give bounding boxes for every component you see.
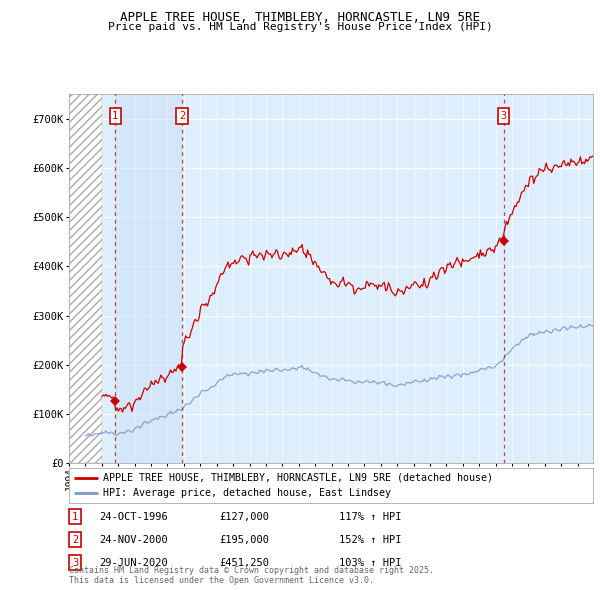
Text: 24-NOV-2000: 24-NOV-2000 — [99, 535, 168, 545]
Text: Price paid vs. HM Land Registry's House Price Index (HPI): Price paid vs. HM Land Registry's House … — [107, 22, 493, 32]
Text: 1: 1 — [112, 111, 118, 121]
Text: 152% ↑ HPI: 152% ↑ HPI — [339, 535, 401, 545]
Text: 103% ↑ HPI: 103% ↑ HPI — [339, 558, 401, 568]
Text: £195,000: £195,000 — [219, 535, 269, 545]
Bar — [115, 94, 182, 463]
Text: £451,250: £451,250 — [219, 558, 269, 568]
Text: 117% ↑ HPI: 117% ↑ HPI — [339, 512, 401, 522]
Text: 2: 2 — [72, 535, 78, 545]
Text: 2: 2 — [179, 111, 185, 121]
Text: Contains HM Land Registry data © Crown copyright and database right 2025.
This d: Contains HM Land Registry data © Crown c… — [69, 566, 434, 585]
Text: 29-JUN-2020: 29-JUN-2020 — [99, 558, 168, 568]
Text: 3: 3 — [72, 558, 78, 568]
Bar — [69, 94, 102, 463]
Text: 1: 1 — [72, 512, 78, 522]
Text: APPLE TREE HOUSE, THIMBLEBY, HORNCASTLE, LN9 5RE: APPLE TREE HOUSE, THIMBLEBY, HORNCASTLE,… — [120, 11, 480, 24]
Text: 24-OCT-1996: 24-OCT-1996 — [99, 512, 168, 522]
Text: £127,000: £127,000 — [219, 512, 269, 522]
Text: APPLE TREE HOUSE, THIMBLEBY, HORNCASTLE, LN9 5RE (detached house): APPLE TREE HOUSE, THIMBLEBY, HORNCASTLE,… — [103, 473, 493, 483]
Text: HPI: Average price, detached house, East Lindsey: HPI: Average price, detached house, East… — [103, 489, 391, 499]
Text: 3: 3 — [500, 111, 507, 121]
